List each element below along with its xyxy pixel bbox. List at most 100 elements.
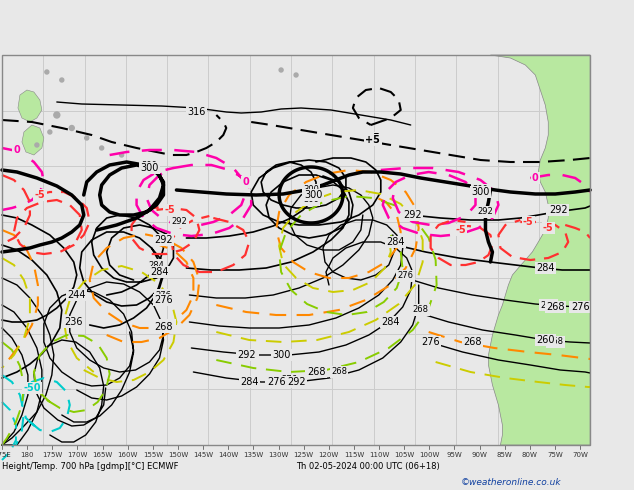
Text: 276: 276 xyxy=(422,337,440,347)
Text: -5: -5 xyxy=(164,205,175,215)
Text: 292: 292 xyxy=(549,205,567,215)
Text: 276: 276 xyxy=(281,375,297,385)
Text: 145W: 145W xyxy=(193,452,213,458)
Text: -5: -5 xyxy=(455,225,466,235)
Text: 284: 284 xyxy=(148,261,164,270)
Text: +5: +5 xyxy=(365,135,380,145)
Text: 292: 292 xyxy=(403,210,422,220)
Text: 276: 276 xyxy=(267,377,285,387)
Text: 284: 284 xyxy=(536,263,555,273)
Text: 268: 268 xyxy=(547,338,563,346)
Circle shape xyxy=(35,143,39,147)
Bar xyxy=(2,55,590,445)
Text: 268: 268 xyxy=(154,322,172,332)
Text: 140W: 140W xyxy=(218,452,238,458)
Text: 175W: 175W xyxy=(42,452,62,458)
Text: -5: -5 xyxy=(34,190,45,200)
Circle shape xyxy=(120,153,124,157)
Text: +5: +5 xyxy=(365,133,380,143)
Text: 170W: 170W xyxy=(67,452,87,458)
Text: 284: 284 xyxy=(382,317,400,327)
Text: 284: 284 xyxy=(242,350,257,360)
Text: Height/Temp. 700 hPa [gdmp][°C] ECMWF: Height/Temp. 700 hPa [gdmp][°C] ECMWF xyxy=(2,462,179,471)
Text: 284: 284 xyxy=(150,267,169,277)
Text: 0: 0 xyxy=(532,173,539,183)
Text: 85W: 85W xyxy=(497,452,513,458)
Text: 236: 236 xyxy=(65,317,83,327)
Polygon shape xyxy=(22,125,44,155)
Text: 268: 268 xyxy=(331,368,347,376)
Text: 100W: 100W xyxy=(419,452,439,458)
Circle shape xyxy=(294,73,298,77)
Text: 276: 276 xyxy=(154,295,173,305)
Text: 284: 284 xyxy=(387,237,405,247)
Text: 268: 268 xyxy=(546,302,564,312)
Text: 95W: 95W xyxy=(446,452,462,458)
Text: 150W: 150W xyxy=(168,452,188,458)
Text: 300: 300 xyxy=(303,186,319,195)
Text: 125W: 125W xyxy=(294,452,314,458)
Text: 284: 284 xyxy=(538,264,553,272)
Circle shape xyxy=(48,130,52,134)
Text: 300: 300 xyxy=(472,186,488,195)
Text: 300: 300 xyxy=(272,350,290,360)
Text: 284: 284 xyxy=(388,238,404,246)
Text: 300: 300 xyxy=(303,196,319,204)
Text: 292: 292 xyxy=(477,207,493,217)
Text: 175E: 175E xyxy=(0,452,11,458)
Text: 180: 180 xyxy=(20,452,34,458)
Text: -50: -50 xyxy=(23,383,41,393)
Text: 268: 268 xyxy=(463,337,482,347)
Text: 284: 284 xyxy=(240,377,259,387)
Text: 135W: 135W xyxy=(243,452,264,458)
Text: 260: 260 xyxy=(536,335,555,345)
Text: 80W: 80W xyxy=(522,452,538,458)
Text: 105W: 105W xyxy=(394,452,415,458)
Text: ©weatheronline.co.uk: ©weatheronline.co.uk xyxy=(460,478,561,487)
Text: Th 02-05-2024 00:00 UTC (06+18): Th 02-05-2024 00:00 UTC (06+18) xyxy=(296,462,440,471)
Text: 276: 276 xyxy=(571,302,590,312)
Text: 276: 276 xyxy=(540,300,556,310)
Text: 75W: 75W xyxy=(547,452,563,458)
Text: 292: 292 xyxy=(172,218,187,226)
Circle shape xyxy=(279,68,283,72)
Text: 165W: 165W xyxy=(93,452,113,458)
Text: 276: 276 xyxy=(155,291,171,299)
Text: 120W: 120W xyxy=(319,452,339,458)
Text: 268: 268 xyxy=(158,320,174,329)
Text: 70W: 70W xyxy=(573,452,588,458)
Text: -5: -5 xyxy=(543,223,553,233)
Text: 300: 300 xyxy=(140,163,158,173)
Text: 292: 292 xyxy=(287,377,306,387)
Text: 292: 292 xyxy=(237,350,256,360)
Circle shape xyxy=(60,78,64,82)
Text: 276: 276 xyxy=(398,271,414,280)
Text: 115W: 115W xyxy=(344,452,364,458)
Polygon shape xyxy=(18,90,42,122)
Polygon shape xyxy=(488,55,590,445)
Text: 292: 292 xyxy=(547,205,563,215)
Text: 268: 268 xyxy=(307,367,325,377)
Text: 300: 300 xyxy=(471,187,489,197)
Text: 0: 0 xyxy=(13,145,20,155)
Text: 300: 300 xyxy=(141,161,157,170)
Text: 300: 300 xyxy=(304,190,322,200)
Text: 90W: 90W xyxy=(472,452,488,458)
Text: 155W: 155W xyxy=(143,452,163,458)
Text: 292: 292 xyxy=(154,235,173,245)
Text: 110W: 110W xyxy=(369,452,389,458)
Text: -5: -5 xyxy=(523,217,534,227)
Text: 0: 0 xyxy=(243,177,250,187)
Circle shape xyxy=(85,136,89,140)
Text: 292: 292 xyxy=(242,377,257,387)
Circle shape xyxy=(100,146,104,150)
Circle shape xyxy=(69,125,74,130)
Text: 316: 316 xyxy=(188,107,204,117)
Text: 130W: 130W xyxy=(268,452,288,458)
Circle shape xyxy=(54,112,60,118)
Bar xyxy=(2,55,590,445)
Text: 268: 268 xyxy=(413,305,429,315)
Text: 244: 244 xyxy=(67,290,86,300)
Text: 160W: 160W xyxy=(117,452,138,458)
Circle shape xyxy=(45,70,49,74)
